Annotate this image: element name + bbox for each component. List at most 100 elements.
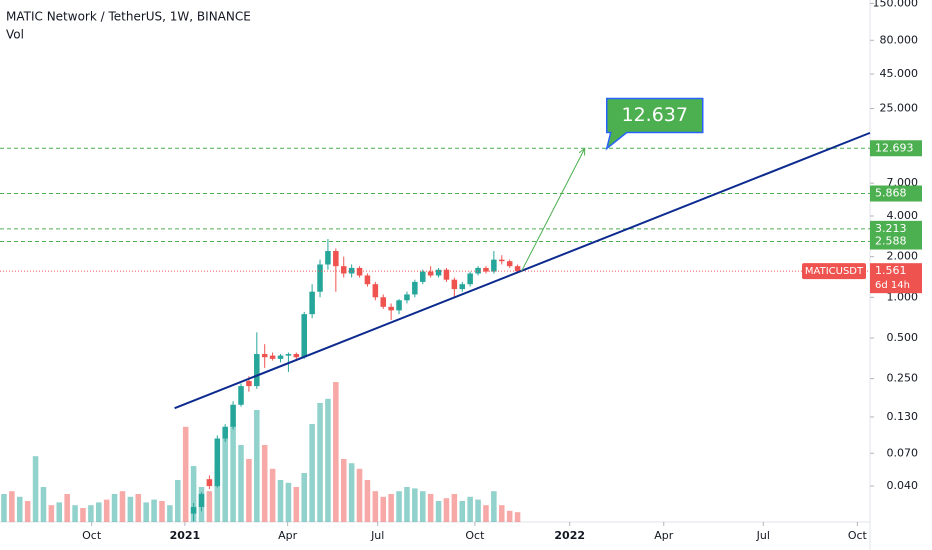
volume-bar [443, 498, 450, 522]
volume-bar [396, 491, 402, 522]
current-price-badge [870, 263, 922, 294]
y-tick-label: 2.000 [887, 250, 919, 263]
candle-body [206, 479, 213, 487]
candle-body [419, 271, 426, 282]
x-tick-label: Jul [370, 529, 384, 542]
y-tick-label: 45.000 [880, 67, 919, 80]
volume-bar [127, 496, 134, 522]
candle-body [261, 354, 268, 358]
volume-bar [48, 505, 55, 522]
volume-bar [364, 480, 371, 522]
current-price-label: 1.561 [875, 264, 907, 277]
volume-bar [206, 491, 213, 522]
y-tick-label: 0.500 [887, 331, 919, 344]
candle-body [222, 426, 228, 439]
volume-bar [325, 398, 331, 522]
volume-bar [293, 487, 300, 522]
candle-body [340, 266, 347, 274]
volume-bar [238, 445, 244, 522]
x-tick-label: Apr [278, 529, 298, 542]
price-level-badge [870, 140, 922, 157]
candle-body [388, 306, 394, 311]
volume-bar [380, 496, 387, 522]
volume-bar [499, 505, 505, 522]
candle-body [404, 294, 410, 301]
y-tick-label: 80.000 [880, 33, 919, 46]
volume-bar [111, 494, 118, 522]
volume-bar [506, 510, 513, 522]
candle-body [475, 267, 481, 274]
candle-body [269, 355, 276, 359]
volume-bar [214, 468, 221, 522]
candle-body [451, 279, 458, 290]
volume-bar [72, 505, 78, 522]
candle-body [356, 267, 363, 276]
volume-bar [182, 426, 189, 522]
volume-bar [190, 466, 197, 522]
candle-body [190, 506, 197, 514]
symbol-badge [802, 263, 866, 280]
candle-body [499, 259, 505, 262]
candle-body [317, 264, 323, 292]
volume-bar [388, 494, 394, 522]
candle-body [325, 251, 331, 265]
candle-body [372, 284, 379, 298]
candle-body [483, 267, 489, 272]
x-tick-label: Jul [756, 529, 770, 542]
price-level-badge [870, 233, 922, 250]
x-tick-label: Apr [654, 529, 674, 542]
volume-bar [412, 488, 418, 522]
volume-bar [285, 482, 292, 522]
volume-bar [301, 473, 307, 522]
chart-title: MATIC Network / TetherUS, 1W, BINANCE [6, 10, 251, 24]
price-level-badge [870, 185, 922, 202]
volume-bar [340, 459, 347, 522]
candle-body [459, 284, 466, 290]
x-tick-label: Oct [82, 529, 102, 542]
candle-body [246, 380, 252, 387]
volume-bar [372, 491, 379, 522]
volume-bar [404, 487, 410, 522]
price-level-label: 3.213 [875, 222, 907, 235]
volume-bar [333, 382, 339, 522]
candle-body [514, 266, 521, 272]
volume-bar [514, 512, 521, 522]
y-tick-label: 25.000 [880, 102, 919, 115]
candle-body [277, 355, 284, 359]
volume-bar [230, 424, 236, 522]
volume-bar [483, 505, 489, 522]
candle-body [293, 354, 300, 358]
volume-bar [175, 480, 181, 522]
volume-bar [254, 410, 260, 522]
volume-bar [167, 505, 173, 522]
candle-body [230, 404, 236, 427]
candle-body [467, 273, 473, 285]
volume-bar [135, 494, 142, 522]
volume-bar [16, 496, 23, 522]
y-tick-label: 0.040 [887, 479, 919, 492]
volume-bar [119, 491, 126, 522]
candle-body [364, 275, 371, 285]
y-tick-label: 4.000 [887, 209, 919, 222]
candle-body [254, 354, 260, 387]
symbol-label: MATICUSDT [805, 266, 864, 277]
volume-bar [64, 494, 70, 522]
price-level-badge [870, 220, 922, 237]
candle-body [285, 354, 292, 356]
callout-label: 12.637 [621, 104, 687, 126]
volume-bar [348, 463, 355, 522]
y-tick-label: 0.130 [887, 410, 919, 423]
price-level-label: 2.588 [875, 235, 907, 248]
callout-box [605, 97, 704, 151]
volume-bar [451, 494, 458, 522]
candle-body [301, 314, 307, 358]
volume-bar [309, 424, 315, 522]
x-tick-label: 2021 [170, 529, 201, 542]
candle-body [198, 493, 205, 507]
volume-bar [261, 445, 268, 522]
volume-bar [435, 501, 442, 522]
volume-bar [269, 468, 276, 522]
volume-label: Vol [6, 28, 24, 42]
volume-bar [491, 491, 497, 522]
